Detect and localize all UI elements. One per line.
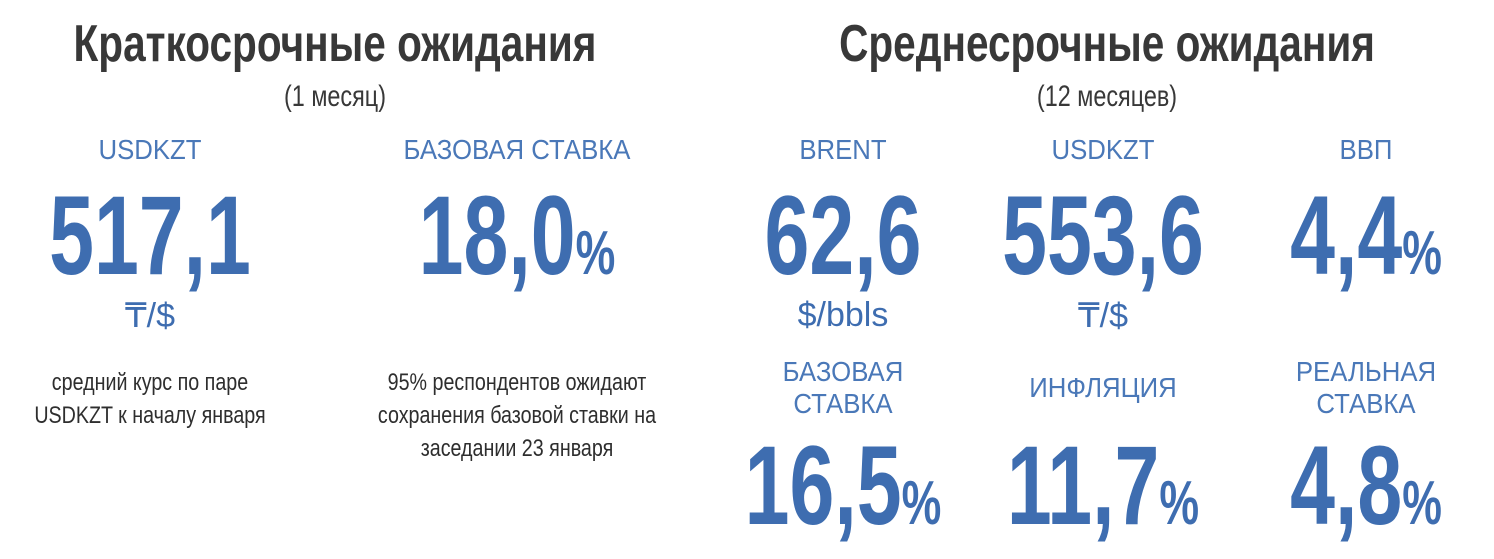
brent-unit: $/bbls (797, 296, 889, 334)
short-term-subtitle: (1 месяц) (284, 80, 386, 113)
medium-usdkzt-label: USDKZT (1051, 134, 1155, 165)
label-line: СТАВКА (1316, 388, 1416, 419)
value-text: 16,5 (744, 423, 902, 548)
gdp-value: 4,4% (1236, 180, 1494, 310)
short-usdkzt-note: средний курс по паре USDKZT к началу янв… (0, 366, 330, 432)
short-usdkzt-unit: ₸/$ (125, 297, 175, 335)
label-line: РЕАЛЬНАЯ (1295, 356, 1437, 387)
short-rate-label: БАЗОВАЯ СТАВКА (403, 134, 631, 165)
value-text: 11,7 (1006, 423, 1160, 548)
value-text: 18,0 (418, 173, 576, 298)
short-term-title: Краткосрочные ожидания (73, 15, 597, 73)
medium-term-subtitle: (12 месяцев) (1036, 80, 1178, 113)
inflation-label: ИНФЛЯЦИЯ (1029, 372, 1177, 403)
gdp-label: ВВП (1339, 134, 1393, 165)
medium-term-title: Среднесрочные ожидания (839, 15, 1375, 73)
value-text: 4,8 (1290, 423, 1403, 548)
percent-sign: % (1159, 469, 1200, 538)
percent-sign: % (575, 219, 616, 288)
brent-value: 62,6 (713, 180, 972, 292)
value-text: 517,1 (49, 173, 251, 298)
percent-sign: % (1402, 469, 1442, 538)
short-rate-value: 18,0% (387, 180, 646, 310)
percent-sign: % (1402, 219, 1442, 288)
real-rate-value: 4,8% (1236, 430, 1494, 559)
note-line: 95% респондентов ожидают (387, 369, 647, 396)
brent-label: BRENT (799, 134, 887, 165)
inflation-value: 11,7% (973, 430, 1232, 559)
real-rate-label: РЕАЛЬНАЯ СТАВКА (1200, 356, 1494, 420)
medium-rate-label: БАЗОВАЯ СТАВКА (677, 356, 1008, 420)
medium-usdkzt-value: 553,6 (973, 180, 1232, 292)
short-usdkzt-label: USDKZT (98, 134, 202, 165)
note-line: заседании 23 января (420, 435, 614, 462)
label-line: БАЗОВАЯ (782, 356, 904, 387)
percent-sign: % (901, 469, 942, 538)
value-text: 4,4 (1290, 173, 1403, 298)
note-line: средний курс по паре (51, 369, 249, 396)
value-text: 62,6 (764, 173, 922, 298)
medium-usdkzt-unit: ₸/$ (1078, 297, 1128, 335)
note-line: USDKZT к началу января (34, 402, 266, 429)
short-usdkzt-value: 517,1 (20, 180, 279, 292)
note-line: сохранения базовой ставки на (377, 402, 657, 429)
short-rate-note: 95% респондентов ожидают сохранения базо… (337, 366, 698, 465)
value-text: 553,6 (1002, 173, 1204, 298)
medium-rate-value: 16,5% (713, 430, 972, 559)
label-line: СТАВКА (793, 388, 893, 419)
